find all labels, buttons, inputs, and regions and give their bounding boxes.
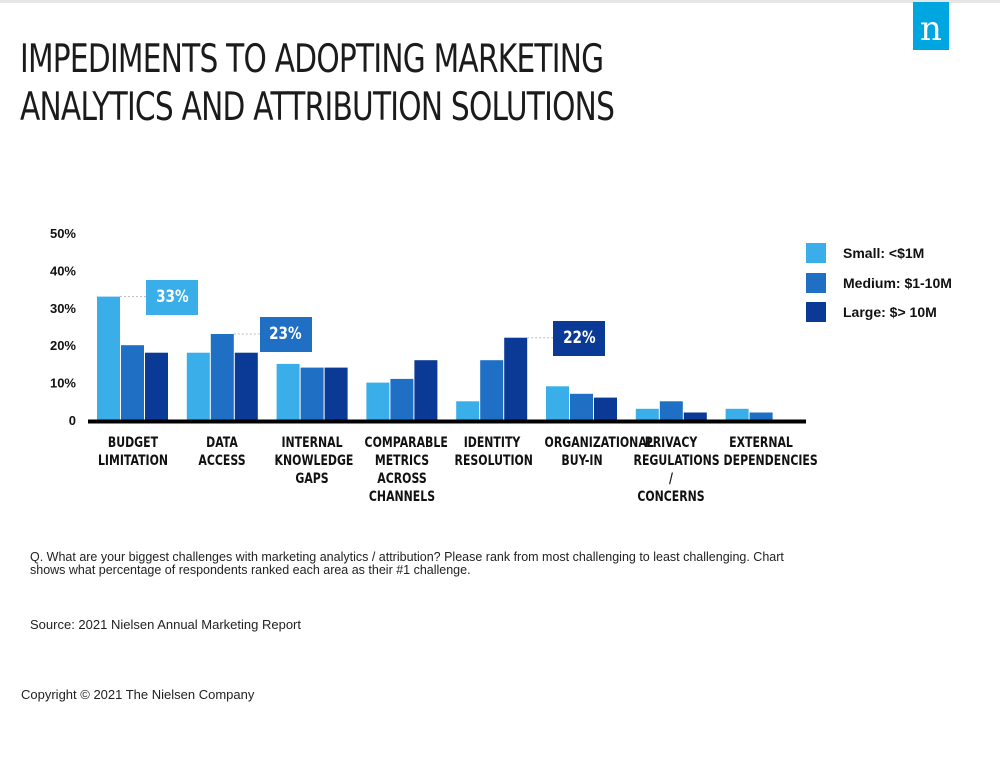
y-tick-label: 10% (50, 376, 76, 391)
bar (414, 360, 438, 420)
y-tick-label: 20% (50, 338, 76, 353)
callout-text: 23% (269, 323, 303, 344)
y-tick-label: 30% (50, 301, 76, 316)
legend-swatch (806, 302, 826, 322)
top-divider (0, 0, 1000, 3)
bar (390, 378, 414, 420)
bar (186, 352, 210, 420)
x-tick-label: COMPARABLE METRICS ACROSS CHANNELS (364, 435, 448, 505)
nielsen-logo: n (913, 2, 949, 50)
bar (324, 367, 348, 420)
x-tick-label: INTERNAL KNOWLEDGE GAPS (274, 435, 354, 487)
callout-text: 22% (562, 327, 596, 348)
legend-item: Small: <$1M (806, 243, 924, 263)
y-tick-label: 0 (69, 413, 76, 428)
x-tick-label: BUDGET LIMITATION (97, 435, 168, 469)
bar (300, 367, 324, 420)
legend-swatch (806, 272, 826, 293)
source-text: Source: 2021 Nielsen Annual Marketing Re… (30, 617, 301, 632)
survey-question-note: Q. What are your biggest challenges with… (30, 550, 784, 577)
copyright-text: Copyright © 2021 The Nielsen Company (21, 687, 255, 702)
bar (725, 408, 749, 420)
bar (234, 352, 258, 420)
bar (97, 296, 120, 420)
bar (594, 397, 617, 420)
x-tick-label: PRIVACY REGULATIONS / CONCERNS (633, 435, 720, 505)
bar (635, 408, 659, 420)
legend-item: Medium: $1-10M (806, 272, 952, 293)
x-tick-label: DATA ACCESS (198, 435, 246, 469)
x-tick-label: ORGANIZATIONAL BUY-IN (544, 435, 654, 469)
bar (276, 363, 300, 420)
bar (749, 412, 773, 420)
bar (570, 393, 593, 420)
x-tick-label: EXTERNAL DEPENDENCIES (723, 435, 818, 469)
bar (145, 352, 168, 420)
y-tick-label: 50% (50, 226, 76, 241)
y-tick-label: 40% (50, 263, 76, 278)
bar (504, 337, 528, 420)
bar-chart: 50% 40% 30% 20% 10% 0 (50, 226, 806, 428)
legend-item: Large: $> 10M (806, 302, 937, 322)
bar (366, 382, 390, 420)
bar (210, 334, 234, 420)
data-label-callout: 23% (259, 316, 312, 352)
bar (659, 401, 683, 420)
bar (456, 401, 480, 420)
bar (546, 386, 569, 420)
callout-text: 33% (155, 286, 189, 307)
legend-swatch (806, 243, 826, 263)
legend-label: Medium: $1-10M (843, 274, 952, 291)
data-label-callout: 22% (553, 320, 606, 356)
page-title: IMPEDIMENTS TO ADOPTING MARKETING ANALYT… (20, 37, 615, 130)
bar (480, 360, 504, 420)
data-label-callout: 33% (146, 279, 198, 315)
legend-label: Large: $> 10M (843, 304, 937, 320)
legend-label: Small: <$1M (843, 245, 925, 261)
bar (683, 412, 707, 420)
x-tick-label: IDENTITY RESOLUTION (454, 435, 533, 469)
bar (121, 345, 144, 420)
